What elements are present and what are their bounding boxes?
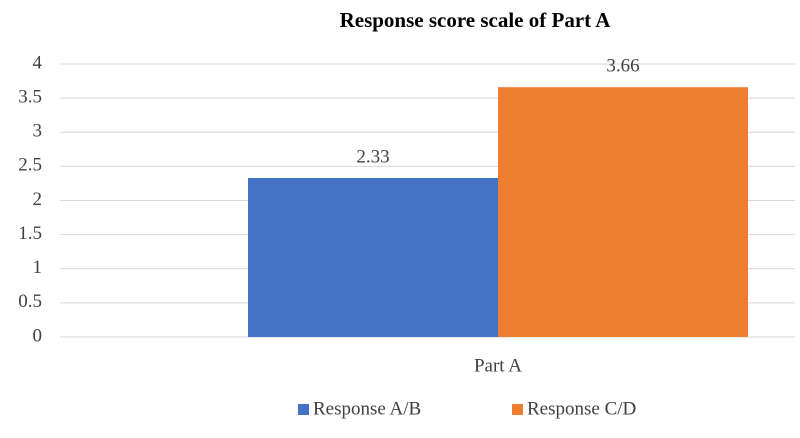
y-tick-label: 1.5 [18,223,42,244]
y-tick-label: 3 [33,121,43,142]
legend-swatch [512,404,523,415]
y-tick-label: 0 [33,325,43,346]
bar [248,177,498,337]
y-tick-label: 3.5 [18,86,42,107]
y-tick-label: 2.5 [18,155,42,176]
y-tick-label: 1 [33,257,43,278]
legend-swatch [298,404,309,415]
chart-title: Response score scale of Part A [340,8,612,32]
bar [498,87,748,337]
legend-label: Response C/D [527,398,636,419]
data-label: 2.33 [356,146,389,167]
y-tick-label: 0.5 [18,291,42,312]
y-tick-label: 2 [33,189,43,210]
x-tick-label: Part A [474,355,522,376]
y-tick-label: 4 [33,52,43,73]
data-label: 3.66 [606,56,639,77]
legend-label: Response A/B [313,398,421,419]
